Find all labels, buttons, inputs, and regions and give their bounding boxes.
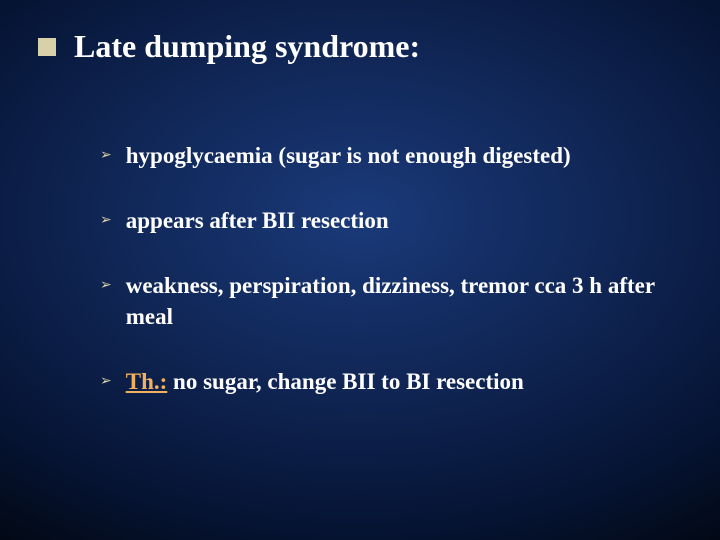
arrow-bullet-icon: ➢ [100, 211, 112, 228]
therapy-label: Th.: [126, 369, 168, 394]
list-item: ➢ appears after BII resection [100, 205, 680, 236]
item-text: appears after BII resection [126, 205, 389, 236]
list-item: ➢ hypoglycaemia (sugar is not enough dig… [100, 140, 680, 171]
item-text: weakness, perspiration, dizziness, tremo… [126, 270, 680, 332]
arrow-bullet-icon: ➢ [100, 146, 112, 163]
list-item: ➢ Th.: no sugar, change BII to BI resect… [100, 366, 680, 397]
slide: Late dumping syndrome: ➢ hypoglycaemia (… [0, 0, 720, 540]
item-text: hypoglycaemia (sugar is not enough diges… [126, 140, 571, 171]
item-text-rest: no sugar, change BII to BI resection [167, 369, 524, 394]
slide-title: Late dumping syndrome: [74, 28, 420, 65]
title-row: Late dumping syndrome: [38, 28, 420, 65]
slide-body: ➢ hypoglycaemia (sugar is not enough dig… [100, 140, 680, 431]
arrow-bullet-icon: ➢ [100, 372, 112, 389]
list-item: ➢ weakness, perspiration, dizziness, tre… [100, 270, 680, 332]
arrow-bullet-icon: ➢ [100, 276, 112, 293]
square-bullet-icon [38, 38, 56, 56]
item-text: Th.: no sugar, change BII to BI resectio… [126, 366, 524, 397]
